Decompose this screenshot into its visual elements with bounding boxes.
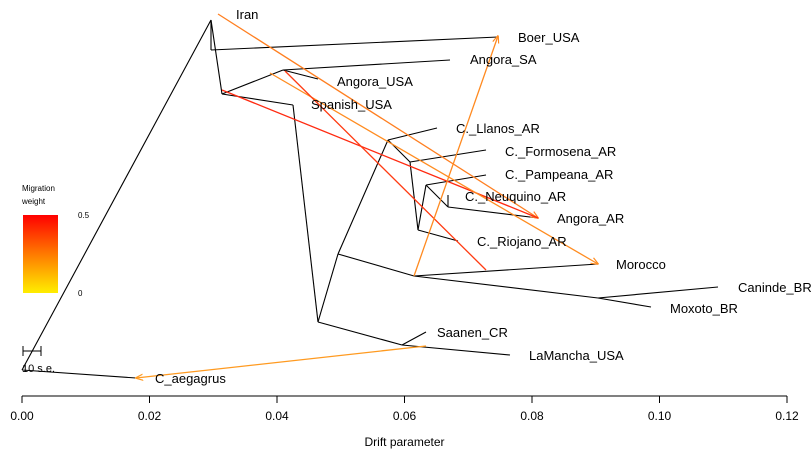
scale-bar: 10 s.e. [22, 346, 55, 375]
branch-boer [210, 36, 499, 51]
label-pampeana-ar: C._Pampeana_AR [505, 167, 613, 182]
label-angora-sa: Angora_SA [470, 52, 537, 67]
label-formosena-ar: C._Formosena_AR [505, 144, 616, 159]
branch-root-iran [21, 19, 212, 371]
branch-american-node [337, 139, 389, 255]
branch-arg-inner [409, 161, 419, 231]
x-tick-label: 0.02 [138, 409, 162, 423]
x-tick-label: 0.04 [265, 409, 289, 423]
label-spanish-usa: Spanish_USA [311, 97, 392, 112]
branch-to-brazil [413, 275, 599, 299]
branch-angora-sa [282, 59, 451, 71]
label-boer-usa: Boer_USA [518, 30, 580, 45]
branch-trunk-3 [292, 104, 319, 323]
migration-edge-spanish-angora-ar [221, 89, 539, 219]
label-saanen-cr: Saanen_CR [437, 325, 508, 340]
legend-max-label: 0.5 [78, 211, 90, 220]
branch-angora-usa [282, 69, 319, 80]
x-axis-title: Drift parameter [364, 435, 444, 449]
branch-riojano [417, 229, 459, 242]
migration-edge-iran-angora-ar [217, 13, 538, 218]
branch-lower-node [317, 253, 339, 323]
migration-edge-lamancha-aegagrus [136, 345, 427, 378]
label-caninde-br: Caninde_BR [738, 280, 811, 295]
branch-angora-ar [447, 206, 539, 219]
x-tick-label: 0.10 [648, 409, 672, 423]
label-lamancha-usa: LaMancha_USA [529, 348, 624, 363]
label-angora-ar: Angora_AR [557, 211, 624, 226]
branch-root-aegagrus [21, 369, 137, 379]
x-tick-label: 0.08 [520, 409, 544, 423]
label-iran: Iran [236, 7, 258, 22]
branch-pampeana [425, 174, 487, 186]
legend-title-line2: weight [21, 197, 46, 206]
branch-llanos [387, 127, 438, 141]
branch-to-europe [317, 321, 403, 346]
migration-edges [136, 13, 598, 378]
branch-angora-node [221, 69, 284, 95]
branch-neuquino [425, 184, 449, 208]
legend-color-bar [23, 215, 58, 293]
x-axis: 0.00 0.02 0.04 0.06 0.08 0.10 0.12 Drift… [10, 395, 799, 449]
branch-moxoto [597, 297, 652, 308]
scale-bar-label: 10 s.e. [22, 363, 55, 375]
branch-morocco [413, 263, 599, 277]
migration-edge-angora-usa-morocco [269, 72, 598, 264]
branch-caninde [597, 286, 719, 299]
migration-edge-morocco-boer [413, 36, 498, 277]
x-tick-label: 0.12 [775, 409, 799, 423]
label-moxoto-br: Moxoto_BR [670, 301, 738, 316]
legend-title-line1: Migration [22, 184, 55, 193]
branch-trunk-2 [221, 93, 294, 106]
x-tick-label: 0.00 [10, 409, 34, 423]
label-llanos-ar: C._Llanos_AR [456, 121, 540, 136]
branch-trunk-1 [210, 19, 223, 95]
label-angora-usa: Angora_USA [337, 74, 413, 89]
legend-min-label: 0 [78, 289, 83, 298]
label-morocco: Morocco [616, 257, 666, 272]
branch-formosena [409, 149, 487, 163]
branch-saanen [401, 331, 427, 346]
branch-to-morocco-node [337, 253, 415, 277]
migration-weight-legend: Migration weight 0.5 0 [21, 184, 90, 298]
tree-branches [21, 19, 719, 379]
label-c-aegagrus: C_aegagrus [155, 371, 226, 386]
label-neuquino-ar: C._Neuquino_AR [465, 189, 566, 204]
migration-edge-angora-riojano [284, 70, 487, 271]
taxon-labels: Iran Boer_USA Angora_SA Angora_USA Spani… [155, 7, 811, 386]
label-riojano-ar: C._Riojano_AR [477, 234, 567, 249]
x-tick-label: 0.06 [393, 409, 417, 423]
